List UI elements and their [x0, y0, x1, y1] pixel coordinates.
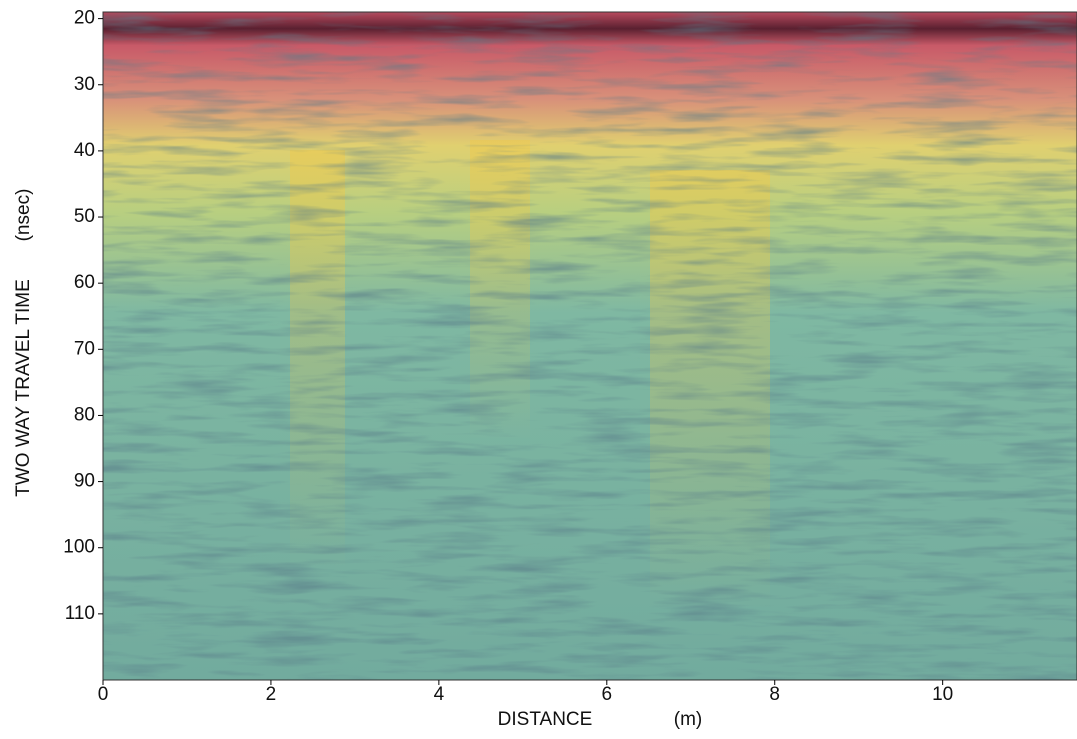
y-tick-label: 110	[65, 603, 95, 624]
x-axis-unit: (m)	[674, 709, 702, 730]
y-axis-label: TWO WAY TRAVEL TIME	[13, 279, 34, 496]
y-tick-label: 60	[74, 272, 95, 293]
y-tick-label: 20	[74, 8, 95, 29]
x-tick-label: 10	[932, 684, 953, 705]
plot-frame	[102, 11, 1077, 681]
y-tick-label: 100	[63, 537, 95, 558]
y-tick-label: 50	[74, 206, 95, 227]
y-tick-label: 40	[74, 140, 95, 161]
y-tick-label: 90	[74, 471, 95, 492]
y-tick-label: 80	[74, 404, 95, 425]
x-tick-label: 2	[266, 684, 277, 705]
x-tick-label: 6	[602, 684, 613, 705]
radargram-image	[103, 12, 1077, 680]
x-axis-label: DISTANCE	[498, 709, 593, 730]
x-tick-label: 0	[98, 684, 109, 705]
y-tick-label: 70	[74, 338, 95, 359]
x-tick-label: 4	[434, 684, 445, 705]
x-tick-label: 8	[769, 684, 780, 705]
y-tick-label: 30	[74, 74, 95, 95]
y-axis-unit: (nsec)	[13, 189, 34, 242]
